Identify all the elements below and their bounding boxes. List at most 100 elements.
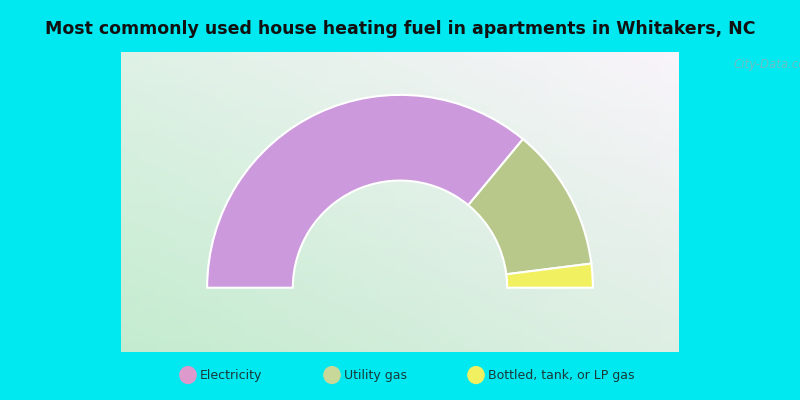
Bar (122, 110, 678, 112)
Bar (122, 264, 678, 266)
Bar (122, 218, 678, 220)
Bar (155, 52, 158, 352)
Bar (122, 300, 678, 302)
Bar (608, 52, 612, 352)
Bar (278, 52, 281, 352)
Bar (122, 76, 678, 78)
Bar (482, 52, 486, 352)
Bar (393, 52, 396, 352)
Bar (122, 178, 678, 180)
Bar (144, 52, 147, 352)
Bar (122, 234, 678, 236)
Bar (326, 52, 330, 352)
Bar (122, 334, 678, 336)
Bar (122, 296, 678, 298)
Bar (671, 52, 675, 352)
Bar (407, 52, 411, 352)
Bar (122, 342, 678, 344)
Bar (122, 346, 678, 348)
Bar (122, 74, 678, 76)
Bar (545, 52, 549, 352)
Bar (122, 248, 678, 250)
Bar (122, 226, 678, 228)
Bar (300, 52, 303, 352)
Bar (437, 52, 441, 352)
Bar (122, 304, 678, 306)
Bar (344, 52, 348, 352)
Bar (151, 52, 155, 352)
Bar (504, 52, 508, 352)
Bar (311, 52, 314, 352)
Bar (396, 52, 400, 352)
Bar (122, 78, 678, 80)
Bar (122, 56, 678, 58)
Bar (307, 52, 311, 352)
Bar (374, 52, 378, 352)
Bar (122, 88, 678, 90)
Bar (426, 52, 430, 352)
Bar (122, 324, 678, 326)
Bar (122, 258, 678, 260)
Bar (122, 302, 678, 304)
Bar (122, 114, 678, 116)
Bar (259, 52, 262, 352)
Bar (122, 214, 678, 216)
Bar (133, 52, 136, 352)
Bar (653, 52, 656, 352)
Bar (274, 52, 278, 352)
Bar (122, 52, 125, 352)
Bar (493, 52, 497, 352)
Bar (122, 142, 678, 144)
Bar (486, 52, 489, 352)
Bar (122, 278, 678, 280)
Bar (489, 52, 493, 352)
Bar (122, 242, 678, 244)
Bar (266, 52, 270, 352)
Bar (660, 52, 664, 352)
Bar (122, 206, 678, 208)
Bar (534, 52, 538, 352)
Bar (122, 318, 678, 320)
Bar (630, 52, 634, 352)
Bar (292, 52, 296, 352)
Bar (478, 52, 482, 352)
Bar (445, 52, 448, 352)
Bar (281, 52, 285, 352)
Bar (122, 196, 678, 198)
Bar (474, 52, 478, 352)
Bar (122, 288, 678, 290)
Bar (530, 52, 534, 352)
Bar (140, 52, 144, 352)
Bar (125, 52, 129, 352)
Bar (122, 160, 678, 162)
Bar (452, 52, 456, 352)
Bar (210, 52, 214, 352)
Bar (645, 52, 649, 352)
Bar (122, 122, 678, 124)
Bar (122, 252, 678, 254)
Text: Electricity: Electricity (200, 368, 262, 382)
Bar (122, 228, 678, 230)
Bar (122, 70, 678, 72)
Bar (122, 260, 678, 262)
Bar (122, 308, 678, 310)
Bar (122, 194, 678, 196)
Bar (192, 52, 196, 352)
Bar (122, 198, 678, 200)
Bar (370, 52, 374, 352)
Bar (634, 52, 638, 352)
Bar (177, 52, 181, 352)
Bar (593, 52, 597, 352)
Bar (122, 322, 678, 324)
Bar (122, 52, 678, 54)
Bar (122, 132, 678, 134)
Bar (385, 52, 389, 352)
Bar (122, 152, 678, 154)
Bar (122, 202, 678, 204)
Bar (497, 52, 500, 352)
Bar (122, 268, 678, 270)
Bar (199, 52, 203, 352)
Bar (181, 52, 185, 352)
Bar (638, 52, 642, 352)
Bar (162, 52, 166, 352)
